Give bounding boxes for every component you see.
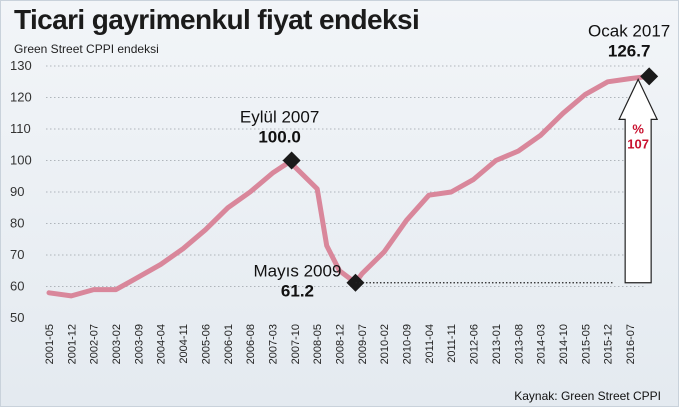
x-tick-label: 2011-04 (424, 324, 436, 364)
x-tick-label: 2016-07 (625, 324, 637, 364)
y-tick-label: 50 (10, 310, 24, 325)
chart-subtitle: Green Street CPPI endeksi (14, 42, 159, 56)
x-tick-label: 2012-06 (469, 324, 481, 364)
x-tick-label: 2014-10 (558, 324, 570, 364)
y-tick-label: 120 (10, 90, 32, 105)
annotation-value: 126.7 (608, 41, 651, 60)
annotation-date: Ocak 2017 (588, 21, 670, 40)
x-tick-label: 2015-05 (580, 324, 592, 364)
y-tick-label: 100 (10, 153, 32, 168)
x-tick-label: 2007-03 (267, 324, 279, 364)
source-note: Kaynak: Green Street CPPI (514, 389, 661, 403)
y-tick-label: 70 (10, 247, 24, 262)
data-marker (640, 67, 659, 86)
y-tick-label: 90 (10, 184, 24, 199)
change-percent-symbol: % (632, 121, 644, 136)
x-tick-label: 2003-02 (111, 324, 123, 364)
growth-arrow (618, 77, 659, 284)
x-tick-label: 2003-09 (133, 324, 145, 364)
x-tick-label: 2015-12 (603, 324, 615, 364)
x-tick-label: 2013-08 (513, 324, 525, 364)
x-tick-label: 2005-06 (200, 324, 212, 364)
x-tick-label: 2001-12 (66, 324, 78, 364)
x-tick-label: 2014-03 (536, 324, 548, 364)
x-tick-label: 2010-02 (379, 324, 391, 364)
annotation-value: 61.2 (281, 282, 314, 301)
annotation-date: Mayıs 2009 (254, 262, 342, 281)
annotation-date: Eylül 2007 (240, 108, 319, 127)
y-tick-label: 130 (10, 58, 32, 73)
x-tick-label: 2004-11 (178, 324, 190, 364)
x-tick-label: 2008-05 (312, 324, 324, 364)
change-percent-value: 107 (627, 136, 649, 151)
x-tick-label: 2008-12 (335, 324, 347, 364)
x-tick-label: 2009-07 (357, 324, 369, 364)
x-tick-label: 2013-01 (491, 324, 503, 364)
y-tick-label: 110 (10, 121, 31, 136)
x-tick-label: 2006-08 (245, 324, 257, 364)
x-tick-label: 2004-04 (156, 324, 168, 364)
annotation-value: 100.0 (258, 128, 301, 147)
chart-title: Ticari gayrimenkul fiyat endeksi (14, 4, 420, 35)
data-marker (282, 151, 301, 170)
x-tick-label: 2010-09 (402, 324, 414, 364)
x-tick-label: 2007-10 (290, 324, 302, 364)
x-tick-label: 2001-05 (44, 324, 56, 364)
y-tick-label: 80 (10, 216, 24, 231)
x-tick-label: 2011-11 (446, 324, 458, 363)
x-tick-label: 2002-07 (89, 324, 101, 364)
series-line (46, 73, 652, 299)
x-tick-label: 2006-01 (223, 324, 235, 364)
y-tick-label: 60 (10, 279, 24, 294)
